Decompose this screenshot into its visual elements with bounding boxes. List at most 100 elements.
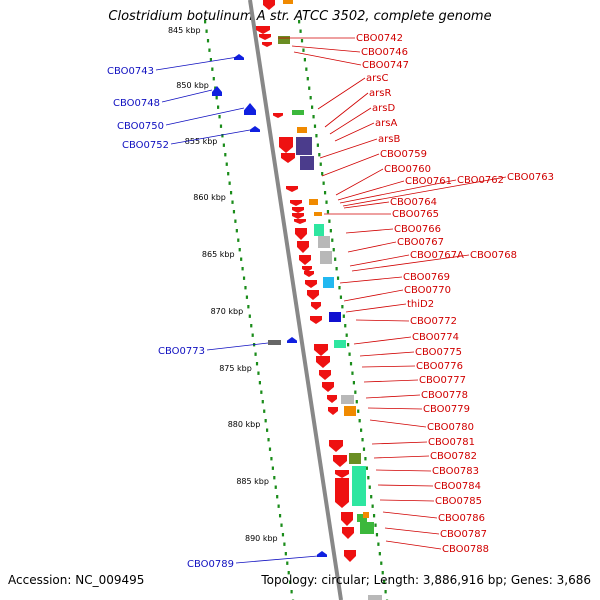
gene-label[interactable]: CBO0779 — [423, 404, 470, 415]
gene-leader-line — [363, 379, 419, 383]
gene-label[interactable]: CBO0775 — [415, 347, 462, 358]
gene-label[interactable]: CBO0784 — [434, 481, 481, 492]
gene-label[interactable]: CBO0764 — [390, 197, 437, 208]
forward-gene-arrow — [295, 228, 307, 240]
scale-tick — [234, 219, 237, 223]
gene-label[interactable]: CBO0770 — [404, 285, 451, 296]
kbp-label: 890 kbp — [245, 534, 278, 543]
scale-tick — [211, 67, 214, 71]
gene-label[interactable]: CBO0760 — [384, 164, 431, 175]
scale-tick — [367, 476, 370, 480]
gene-label[interactable]: CBO0788 — [442, 544, 489, 555]
kbp-scale-left — [204, 20, 295, 600]
gene-label[interactable]: thiD2 — [407, 299, 434, 310]
gene-label[interactable]: CBO0777 — [419, 375, 466, 386]
forward-gene-arrow — [262, 42, 272, 47]
gene-label[interactable]: arsR — [369, 88, 391, 99]
gene-label[interactable]: arsB — [378, 134, 400, 145]
gene-label[interactable]: arsD — [372, 103, 395, 114]
gene-label[interactable]: CBO0772 — [410, 316, 457, 327]
gene-label[interactable]: CBO0767A — [410, 250, 464, 261]
cds-feature-block — [352, 466, 366, 506]
scale-tick — [277, 504, 280, 508]
gene-leader-line — [339, 179, 457, 204]
kbp-label: 870 kbp — [211, 307, 244, 316]
gene-label[interactable]: CBO0763 — [507, 172, 554, 183]
gene-label[interactable]: CBO0747 — [362, 60, 409, 71]
gene-label[interactable]: CBO0782 — [430, 451, 477, 462]
cds-feature-block — [300, 156, 314, 170]
gene-label[interactable]: CBO0783 — [432, 466, 479, 477]
gene-label[interactable]: CBO0787 — [440, 529, 487, 540]
scale-tick — [278, 514, 282, 518]
gene-leader-line — [293, 51, 362, 66]
scale-tick — [273, 476, 276, 480]
gene-leader-line — [337, 180, 405, 201]
scale-tick — [312, 115, 315, 119]
scale-tick — [224, 153, 227, 157]
gene-leader-line — [170, 129, 251, 145]
scale-tick — [208, 48, 211, 52]
gene-label[interactable]: CBO0748 — [113, 98, 160, 109]
gene-label[interactable]: CBO0785 — [435, 496, 482, 507]
gene-label[interactable]: CBO0767 — [397, 237, 444, 248]
scale-tick — [235, 229, 238, 233]
gene-label[interactable]: CBO0761 — [405, 176, 452, 187]
gene-label[interactable]: arsA — [375, 118, 397, 129]
gene-leader-line — [339, 276, 403, 284]
gene-label[interactable]: CBO0768 — [470, 250, 517, 261]
kbp-label: 865 kbp — [202, 250, 235, 259]
gene-label[interactable]: CBO0766 — [394, 224, 441, 235]
cds-feature-block — [363, 512, 369, 518]
forward-gene-arrow — [292, 213, 304, 219]
forward-gene-arrow — [299, 255, 311, 265]
gene-label[interactable]: arsC — [366, 73, 388, 84]
gene-label[interactable]: CBO0776 — [416, 361, 463, 372]
gene-label[interactable]: CBO0778 — [421, 390, 468, 401]
gene-label[interactable]: CBO0759 — [380, 149, 427, 160]
gene-leader-line — [382, 511, 438, 519]
gene-label[interactable]: CBO0762 — [457, 175, 504, 186]
gene-label[interactable]: CBO0781 — [428, 437, 475, 448]
gene-label[interactable]: CBO0780 — [427, 422, 474, 433]
forward-gene-arrow — [342, 527, 354, 539]
scale-tick — [255, 362, 259, 366]
scale-tick — [349, 362, 353, 366]
gene-label[interactable]: CBO0765 — [392, 209, 439, 220]
scale-tick — [362, 447, 366, 451]
gene-label[interactable]: CBO0773 — [158, 346, 205, 357]
scale-tick — [377, 542, 380, 546]
forward-gene-arrow — [292, 207, 304, 213]
scale-tick — [336, 276, 340, 280]
gene-leader-line — [353, 336, 412, 345]
scale-tick — [254, 352, 257, 356]
gene-label[interactable]: CBO0789 — [187, 559, 234, 570]
gene-label[interactable]: CBO0752 — [122, 140, 169, 151]
gene-leader-line — [324, 92, 369, 128]
scale-tick — [322, 181, 325, 185]
scale-tick — [338, 286, 341, 290]
gene-label[interactable]: CBO0774 — [412, 332, 459, 343]
scale-tick — [237, 238, 240, 242]
gene-leader-line — [375, 469, 432, 472]
scale-tick — [268, 447, 272, 451]
gene-leader-line — [371, 441, 428, 445]
gene-leader-line — [361, 365, 416, 368]
gene-leader-line — [349, 254, 410, 267]
gene-label[interactable]: CBO0750 — [117, 121, 164, 132]
scale-tick — [360, 428, 363, 432]
forward-gene-arrow — [341, 512, 353, 526]
gene-leader-line — [385, 540, 442, 550]
gene-label[interactable]: CBO0769 — [403, 272, 450, 283]
gene-label[interactable]: CBO0742 — [356, 33, 403, 44]
forward-gene-arrow — [316, 356, 330, 368]
gene-leader-line — [369, 419, 427, 428]
scale-tick — [347, 343, 350, 347]
gene-label[interactable]: CBO0743 — [107, 66, 154, 77]
kbp-label: 860 kbp — [193, 193, 226, 202]
gene-label[interactable]: CBO0746 — [361, 47, 408, 58]
gene-label[interactable]: CBO0786 — [438, 513, 485, 524]
scale-tick — [302, 48, 305, 52]
forward-gene-arrow — [286, 186, 298, 192]
